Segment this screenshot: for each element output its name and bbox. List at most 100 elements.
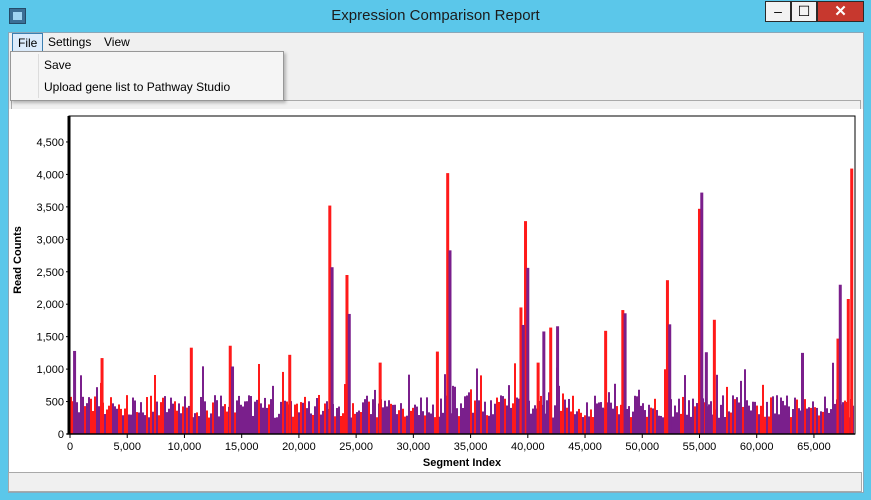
bar <box>148 417 150 434</box>
menu-item-save[interactable]: Save <box>44 58 72 72</box>
x-tick-label: 50,000 <box>625 441 659 453</box>
bar <box>108 405 110 434</box>
bar <box>468 392 470 434</box>
bar <box>754 401 756 434</box>
bar <box>158 415 160 434</box>
bar <box>116 408 118 434</box>
bar <box>534 405 536 434</box>
bar <box>618 414 620 434</box>
bar <box>144 415 146 434</box>
bar <box>826 408 828 434</box>
bar <box>412 407 414 434</box>
bar <box>570 411 572 434</box>
menu-file[interactable]: File <box>12 33 44 52</box>
bar <box>314 406 316 434</box>
peak-bar <box>621 310 625 434</box>
bar <box>282 371 284 434</box>
bar <box>82 396 84 434</box>
bar <box>70 396 72 434</box>
bar <box>182 406 184 434</box>
bar <box>646 416 648 434</box>
bar <box>486 415 488 434</box>
bar <box>736 397 738 434</box>
bar <box>656 410 658 434</box>
bar <box>340 415 342 434</box>
bar <box>770 397 772 434</box>
bar <box>612 408 614 434</box>
bar <box>296 403 298 434</box>
bar <box>160 402 162 434</box>
minimize-button[interactable]: – <box>765 1 791 22</box>
bar <box>166 412 168 434</box>
bar <box>164 396 166 434</box>
bar <box>170 397 172 434</box>
bar <box>648 404 650 434</box>
bar <box>172 403 174 434</box>
bar <box>410 410 412 434</box>
bar <box>254 401 256 434</box>
peak-bar <box>328 205 332 434</box>
y-tick-label: 4,500 <box>36 137 64 149</box>
bar <box>398 410 400 434</box>
bar <box>748 405 750 434</box>
bar <box>732 395 734 434</box>
bar <box>216 400 218 434</box>
peak-bar <box>549 327 553 434</box>
peak-bar <box>846 299 850 434</box>
bar <box>454 386 456 434</box>
bar <box>386 406 388 434</box>
bar <box>304 396 306 434</box>
bar <box>338 406 340 434</box>
bar <box>518 398 520 434</box>
bar <box>822 411 824 434</box>
bar <box>514 363 516 434</box>
peak-bar <box>519 307 523 434</box>
bar <box>554 405 556 434</box>
bar <box>672 416 674 434</box>
bar <box>562 393 564 434</box>
bar <box>464 396 466 434</box>
bar <box>242 406 244 434</box>
bar <box>786 395 788 434</box>
bar <box>392 404 394 434</box>
bar <box>320 414 322 434</box>
peak-bar <box>536 362 540 434</box>
x-tick-label: 25,000 <box>339 441 373 453</box>
bar <box>830 409 832 434</box>
bar <box>650 407 652 434</box>
bar <box>270 399 272 434</box>
bar <box>842 402 844 434</box>
bar <box>92 411 94 434</box>
bar <box>180 413 182 434</box>
bar <box>120 408 122 434</box>
bar <box>156 401 158 434</box>
x-tick-label: 15,000 <box>225 441 259 453</box>
peak-bar <box>526 267 530 434</box>
bar <box>424 415 426 434</box>
bar <box>400 403 402 434</box>
bar <box>642 403 644 434</box>
x-tick-label: 20,000 <box>282 441 316 453</box>
bar <box>430 413 432 434</box>
bar <box>368 401 370 434</box>
bar <box>206 410 208 434</box>
bar <box>220 395 222 434</box>
bar <box>114 406 116 434</box>
bar <box>128 414 130 434</box>
menu-view[interactable]: View <box>104 35 130 49</box>
close-button[interactable]: ✕ <box>817 1 864 22</box>
bar <box>582 417 584 434</box>
menu-settings[interactable]: Settings <box>48 35 92 49</box>
bar <box>292 416 294 434</box>
bar <box>98 406 100 434</box>
peak-bar <box>697 208 701 434</box>
bar <box>572 395 574 434</box>
bar <box>484 401 486 434</box>
bar <box>394 404 396 434</box>
peak-bar <box>446 173 450 434</box>
bar <box>356 412 358 434</box>
menu-item-upload-gene-list[interactable]: Upload gene list to Pathway Studio <box>44 80 231 94</box>
bar <box>816 407 818 434</box>
bar <box>130 414 132 434</box>
maximize-button[interactable]: ☐ <box>791 1 817 22</box>
